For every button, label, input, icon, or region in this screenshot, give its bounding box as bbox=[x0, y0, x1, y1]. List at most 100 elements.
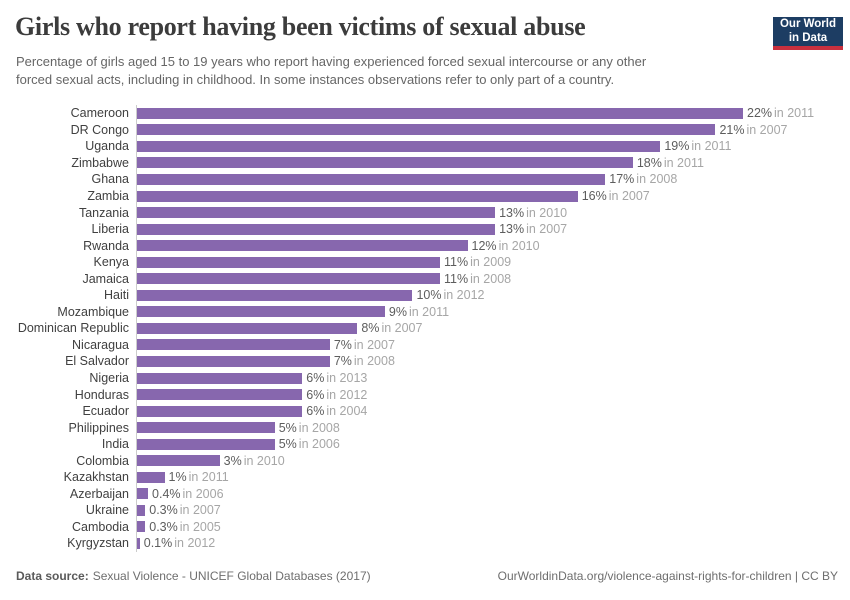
value-percent: 12% bbox=[471, 238, 497, 253]
value-percent: 0.3% bbox=[149, 503, 178, 518]
bar[interactable] bbox=[137, 389, 303, 401]
subtitle-line-2: forced sexual acts, including in childho… bbox=[16, 71, 615, 87]
bar[interactable] bbox=[137, 355, 330, 367]
value-label: 7% in 2007 bbox=[334, 338, 395, 352]
bar[interactable] bbox=[137, 322, 358, 334]
value-percent: 1% bbox=[168, 470, 187, 485]
bar[interactable] bbox=[137, 207, 496, 219]
value-label: 17% in 2008 bbox=[609, 172, 677, 186]
value-percent: 13% bbox=[499, 222, 525, 237]
value-label: 0.4% in 2006 bbox=[152, 487, 224, 501]
bar-row: DR Congo 21% in 2007 bbox=[0, 122, 850, 139]
country-label: Mozambique bbox=[57, 304, 129, 319]
value-label: 13% in 2010 bbox=[499, 206, 567, 220]
value-label: 1% in 2011 bbox=[169, 470, 229, 484]
value-year: in 2012 bbox=[326, 387, 368, 402]
page-title: Girls who report having been victims of … bbox=[15, 12, 586, 41]
country-label: Azerbaijan bbox=[69, 486, 129, 501]
value-label: 22% in 2011 bbox=[747, 106, 814, 120]
country-label: Liberia bbox=[91, 222, 129, 237]
value-label: 13% in 2007 bbox=[499, 222, 567, 236]
bar[interactable] bbox=[137, 190, 578, 202]
bar[interactable] bbox=[137, 504, 146, 516]
bar[interactable] bbox=[137, 124, 716, 136]
country-label: Ghana bbox=[91, 172, 129, 187]
bar[interactable] bbox=[137, 273, 440, 285]
bar-row: Rwanda 12% in 2010 bbox=[0, 237, 850, 254]
bar-row: Ghana 17% in 2008 bbox=[0, 171, 850, 188]
value-year: in 2007 bbox=[746, 122, 788, 137]
country-label: India bbox=[101, 437, 129, 452]
value-percent: 19% bbox=[664, 139, 690, 154]
bar[interactable] bbox=[137, 240, 468, 252]
bar[interactable] bbox=[137, 521, 146, 533]
value-label: 5% in 2006 bbox=[279, 437, 340, 451]
bar-row: Liberia 13% in 2007 bbox=[0, 221, 850, 238]
country-label: Colombia bbox=[76, 453, 129, 468]
value-percent: 17% bbox=[609, 172, 635, 187]
bar[interactable] bbox=[137, 107, 743, 119]
data-source: Data source: Sexual Violence - UNICEF Glo… bbox=[16, 569, 371, 583]
bar[interactable] bbox=[137, 422, 275, 434]
owid-logo-line-1: Our World bbox=[779, 18, 836, 30]
value-year: in 2011 bbox=[691, 139, 732, 154]
bar[interactable] bbox=[137, 537, 140, 549]
country-label: Kazakhstan bbox=[63, 470, 129, 485]
value-year: in 2012 bbox=[174, 536, 216, 551]
data-source-value: Sexual Violence - UNICEF Global Database… bbox=[92, 569, 371, 583]
value-year: in 2008 bbox=[470, 271, 512, 286]
value-percent: 16% bbox=[581, 189, 607, 203]
value-percent: 6% bbox=[306, 371, 325, 386]
country-label: Cameroon bbox=[70, 106, 129, 121]
bar[interactable] bbox=[137, 223, 496, 235]
bar-row: Honduras 6% in 2012 bbox=[0, 386, 850, 403]
bar-rows: Cameroon 22% in 2011 DR Congo 21% in 2007 Ugan… bbox=[0, 105, 850, 552]
value-label: 6% in 2012 bbox=[306, 388, 367, 402]
bar[interactable] bbox=[137, 339, 330, 351]
value-percent: 21% bbox=[719, 122, 745, 137]
value-percent: 5% bbox=[278, 420, 297, 435]
bar[interactable] bbox=[137, 372, 303, 384]
value-year: in 2009 bbox=[470, 255, 512, 270]
bar-row: Jamaica 11% in 2008 bbox=[0, 270, 850, 287]
value-year: in 2007 bbox=[381, 321, 423, 336]
value-label: 0.3% in 2007 bbox=[149, 503, 221, 517]
value-label: 8% in 2007 bbox=[361, 321, 422, 335]
chart-subtitle: Percentage of girls aged 15 to 19 years … bbox=[16, 53, 646, 88]
bar[interactable] bbox=[137, 438, 275, 450]
value-percent: 0.1% bbox=[143, 536, 173, 551]
y-axis-line bbox=[136, 105, 137, 552]
bar-row: Azerbaijan 0.4% in 2006 bbox=[0, 486, 850, 503]
value-year: in 2008 bbox=[298, 420, 340, 435]
bar[interactable] bbox=[137, 256, 440, 268]
value-percent: 8% bbox=[361, 321, 380, 336]
value-label: 16% in 2007 bbox=[582, 189, 650, 203]
value-year: in 2011 bbox=[774, 106, 815, 121]
value-label: 11% in 2009 bbox=[444, 255, 511, 269]
value-percent: 0.4% bbox=[152, 486, 181, 501]
value-percent: 13% bbox=[499, 205, 525, 220]
country-label: Kenya bbox=[93, 255, 129, 270]
value-percent: 7% bbox=[333, 354, 352, 369]
bar[interactable] bbox=[137, 455, 220, 467]
bar[interactable] bbox=[137, 405, 303, 417]
bar-row: Kenya 11% in 2009 bbox=[0, 254, 850, 271]
value-label: 6% in 2013 bbox=[306, 371, 367, 385]
value-year: in 2013 bbox=[326, 371, 368, 386]
bar-row: Haiti 10% in 2012 bbox=[0, 287, 850, 304]
value-percent: 18% bbox=[636, 155, 662, 170]
bar[interactable] bbox=[137, 157, 633, 169]
country-label: Kyrgyzstan bbox=[67, 536, 129, 551]
bar[interactable] bbox=[137, 140, 661, 152]
bar[interactable] bbox=[137, 306, 385, 318]
bar-row: Mozambique 9% in 2011 bbox=[0, 304, 850, 321]
bar-row: Philippines 5% in 2008 bbox=[0, 419, 850, 436]
value-year: in 2004 bbox=[326, 404, 368, 419]
value-percent: 5% bbox=[278, 437, 297, 452]
bar[interactable] bbox=[137, 471, 165, 483]
bar[interactable] bbox=[137, 289, 413, 301]
bar-row: Cambodia 0.3% in 2005 bbox=[0, 519, 850, 536]
value-label: 18% in 2011 bbox=[637, 156, 704, 170]
bar[interactable] bbox=[137, 173, 606, 185]
bar[interactable] bbox=[137, 488, 149, 500]
